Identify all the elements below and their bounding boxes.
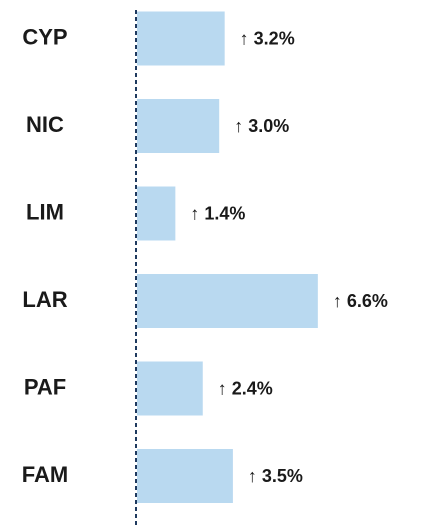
value-label: ↑ 3.5% xyxy=(248,466,303,486)
value-label: ↑ 1.4% xyxy=(190,203,245,223)
value-label: ↑ 6.6% xyxy=(333,291,388,311)
value-label: ↑ 3.0% xyxy=(234,116,289,136)
bar xyxy=(137,11,225,66)
bar xyxy=(137,186,176,241)
bar xyxy=(137,449,233,503)
category-label: FAM xyxy=(22,462,68,487)
category-label: NIC xyxy=(26,112,64,137)
value-label: ↑ 2.4% xyxy=(218,378,273,398)
bar xyxy=(137,99,220,153)
category-label: LIM xyxy=(26,199,64,224)
category-label: PAF xyxy=(24,374,66,399)
bar xyxy=(137,274,318,328)
category-label: LAR xyxy=(22,287,67,312)
category-label: CYP xyxy=(22,24,67,49)
bar xyxy=(137,361,203,416)
value-label: ↑ 3.2% xyxy=(240,28,295,48)
